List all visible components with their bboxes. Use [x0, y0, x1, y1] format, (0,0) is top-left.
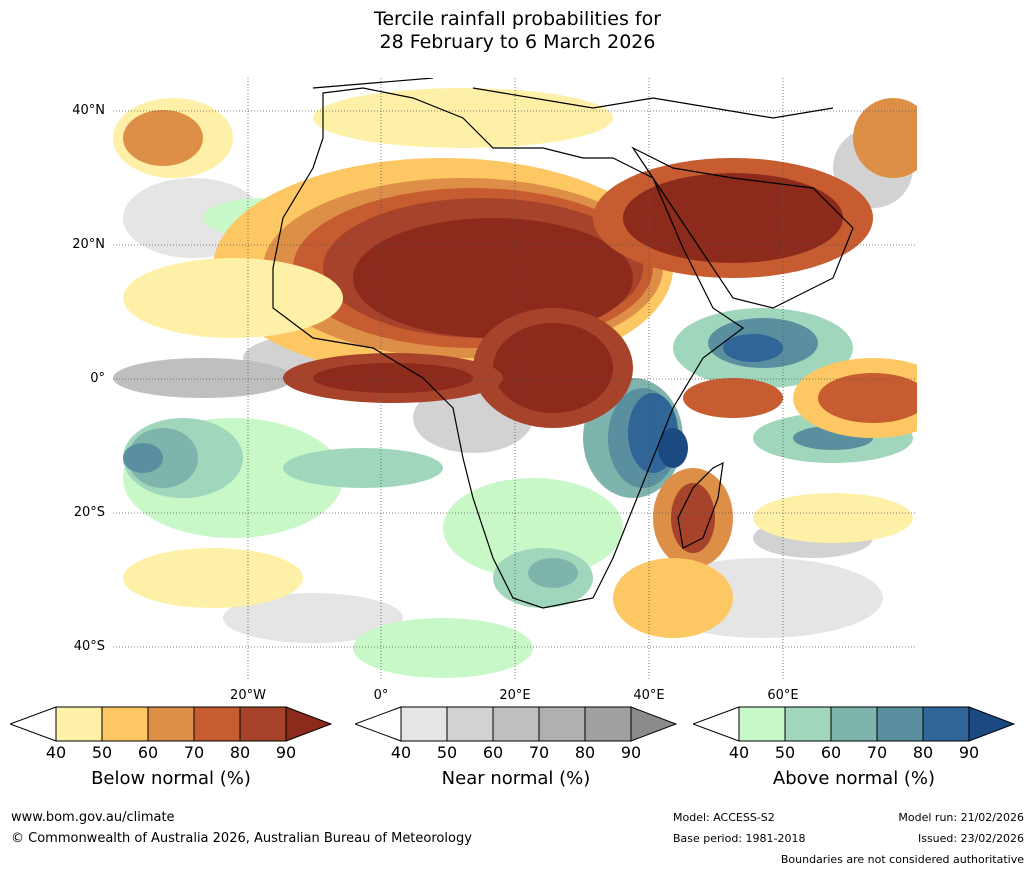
lat-label-40n: 40°N — [72, 103, 105, 118]
cbar-below-tick: 40 — [45, 743, 67, 762]
title-line-1: Tercile rainfall probabilities for — [373, 8, 662, 30]
cbar-above-tick: 40 — [728, 743, 750, 762]
cbar-above-tick: 60 — [820, 743, 842, 762]
cbar-above-over — [968, 706, 1015, 742]
cbar-near-seg-2 — [446, 706, 494, 742]
cbar-below-seg-1 — [55, 706, 103, 742]
cbar-above-tick: 70 — [866, 743, 888, 762]
map-title: Tercile rainfall probabilities for 28 Fe… — [0, 8, 1035, 54]
cbar-above-seg-2 — [784, 706, 832, 742]
colorbar-above-title: Above normal (%) — [772, 768, 936, 789]
colorbar-near-svg — [355, 706, 677, 742]
cbar-near-tick: 80 — [574, 743, 596, 762]
footer-model-run: Model run: 21/02/2026 — [898, 811, 1024, 824]
footer-issued: Issued: 23/02/2026 — [917, 832, 1024, 845]
below-normal-patches — [113, 88, 917, 638]
cbar-near-under — [355, 706, 402, 742]
footer-website: www.bom.gov.au/climate — [11, 810, 175, 825]
cbar-below-over — [285, 706, 332, 742]
footer-copyright: © Commonwealth of Australia 2026, Austra… — [11, 831, 472, 846]
probability-map — [113, 78, 917, 681]
colorbar-above — [693, 706, 1015, 742]
footer-base-period: Base period: 1981-2018 — [673, 832, 806, 845]
footer-disclaimer: Boundaries are not considered authoritat… — [780, 853, 1024, 866]
colorbar-near — [355, 706, 677, 742]
cbar-below-seg-5 — [239, 706, 287, 742]
cbar-below-seg-3 — [147, 706, 195, 742]
lon-label-20e: 20°E — [499, 688, 531, 703]
colorbar-below — [10, 706, 332, 742]
cbar-above-seg-1 — [738, 706, 786, 742]
cbar-near-tick: 40 — [390, 743, 412, 762]
cbar-above-tick: 80 — [912, 743, 934, 762]
lon-label-20w: 20°W — [230, 688, 266, 703]
cbar-above-seg-3 — [830, 706, 878, 742]
cbar-below-tick: 50 — [91, 743, 113, 762]
arabia-coastline — [631, 146, 854, 309]
lat-label-20s: 20°S — [73, 505, 105, 520]
cbar-above-tick: 90 — [958, 743, 980, 762]
cbar-above-under — [693, 706, 740, 742]
cbar-near-seg-5 — [584, 706, 632, 742]
colorbar-above-svg — [693, 706, 1015, 742]
cbar-above-tick: 50 — [774, 743, 796, 762]
lon-label-60e: 60°E — [767, 688, 799, 703]
cbar-near-over — [630, 706, 677, 742]
lat-label-20n: 20°N — [72, 237, 105, 252]
lat-label-0: 0° — [90, 371, 105, 386]
africa-coastline — [272, 87, 745, 609]
cbar-below-seg-2 — [101, 706, 149, 742]
above-normal-patches — [123, 198, 913, 678]
colorbar-near-title: Near normal (%) — [441, 768, 591, 789]
cbar-above-seg-5 — [922, 706, 970, 742]
cbar-near-seg-1 — [400, 706, 448, 742]
cbar-above-seg-4 — [876, 706, 924, 742]
map-svg — [113, 78, 917, 681]
europe-coastline — [312, 78, 834, 119]
lat-label-40s: 40°S — [73, 639, 105, 654]
graticule — [113, 78, 917, 681]
cbar-below-under — [10, 706, 57, 742]
footer-model: Model: ACCESS-S2 — [673, 811, 775, 824]
cbar-below-tick: 90 — [275, 743, 297, 762]
cbar-near-tick: 60 — [482, 743, 504, 762]
cbar-near-seg-4 — [538, 706, 586, 742]
colorbar-below-title: Below normal (%) — [91, 768, 251, 789]
title-line-2: 28 February to 6 March 2026 — [379, 31, 656, 53]
cbar-near-tick: 50 — [436, 743, 458, 762]
lon-label-0: 0° — [373, 688, 389, 703]
cbar-below-seg-4 — [193, 706, 241, 742]
cbar-near-tick: 70 — [528, 743, 550, 762]
cbar-below-tick: 80 — [229, 743, 251, 762]
madagascar-coastline — [677, 461, 724, 549]
lon-label-40e: 40°E — [633, 688, 665, 703]
cbar-near-tick: 90 — [620, 743, 642, 762]
colorbar-below-svg — [10, 706, 332, 742]
cbar-near-seg-3 — [492, 706, 540, 742]
cbar-below-tick: 60 — [137, 743, 159, 762]
cbar-below-tick: 70 — [183, 743, 205, 762]
